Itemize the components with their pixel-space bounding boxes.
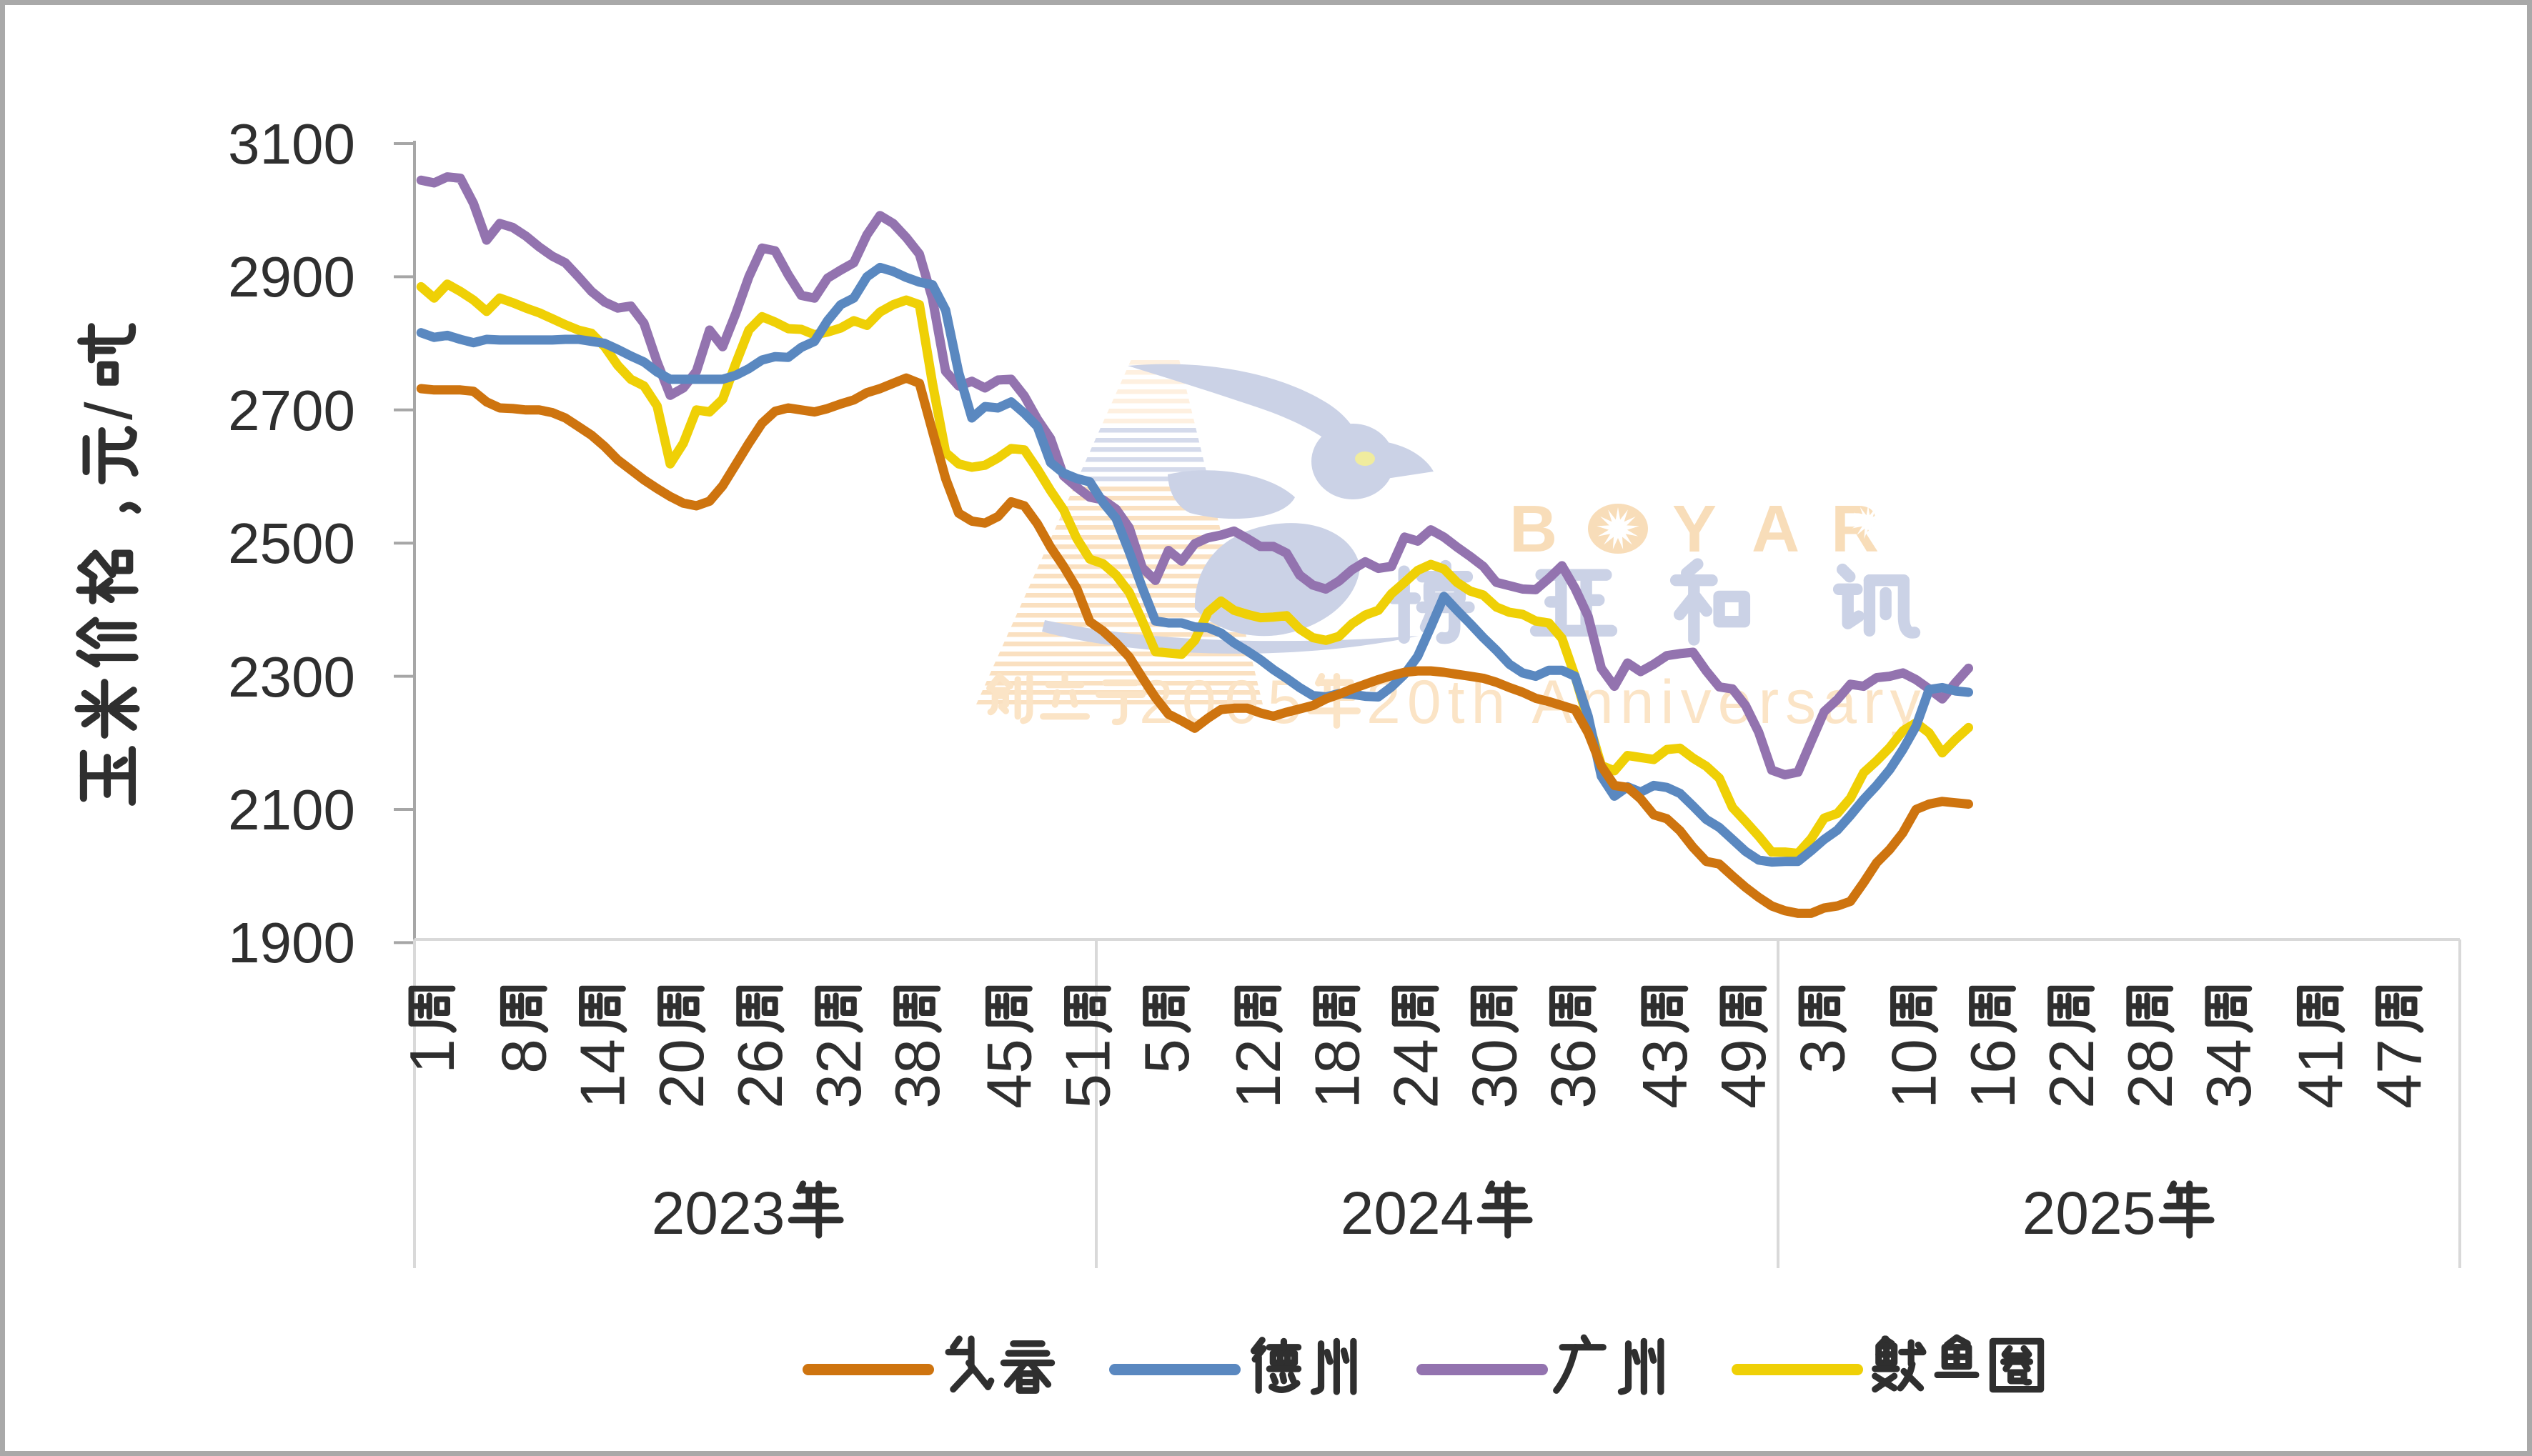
svg-text:20th Anniversary: 20th Anniversary — [1366, 668, 1927, 737]
svg-text:18: 18 — [1301, 1039, 1372, 1109]
svg-text:8: 8 — [489, 1039, 560, 1074]
svg-text:43: 43 — [1629, 1039, 1700, 1109]
svg-text:30: 30 — [1459, 1039, 1530, 1109]
svg-text:22: 22 — [2036, 1039, 2107, 1109]
svg-text:16: 16 — [1957, 1039, 2028, 1109]
svg-text:20: 20 — [646, 1039, 717, 1109]
svg-text:26: 26 — [725, 1039, 795, 1109]
svg-text:51: 51 — [1053, 1039, 1123, 1109]
svg-text:34: 34 — [2193, 1039, 2264, 1109]
svg-text:3: 3 — [1787, 1039, 1857, 1074]
svg-text:2024: 2024 — [1341, 1180, 1474, 1247]
svg-text:3100: 3100 — [228, 112, 355, 176]
svg-text:28: 28 — [2115, 1039, 2185, 1109]
svg-text:1: 1 — [397, 1039, 467, 1074]
svg-text:10: 10 — [1879, 1039, 1950, 1109]
svg-text:/: / — [73, 402, 146, 420]
svg-text:2100: 2100 — [228, 778, 355, 842]
svg-text:2023: 2023 — [652, 1180, 785, 1247]
svg-text:Y: Y — [1672, 492, 1717, 566]
svg-text:45: 45 — [974, 1039, 1045, 1109]
svg-text:14: 14 — [567, 1039, 638, 1109]
svg-text:12: 12 — [1223, 1039, 1294, 1109]
svg-text:2025: 2025 — [2022, 1180, 2156, 1247]
svg-text:38: 38 — [882, 1039, 953, 1109]
svg-text:49: 49 — [1708, 1039, 1779, 1109]
svg-text:41: 41 — [2285, 1039, 2356, 1109]
svg-text:B: B — [1509, 492, 1574, 566]
svg-text:2500: 2500 — [228, 512, 355, 575]
svg-text:47: 47 — [2364, 1039, 2435, 1109]
svg-text:2300: 2300 — [228, 645, 355, 709]
svg-text:2900: 2900 — [228, 245, 355, 309]
svg-text:2700: 2700 — [228, 379, 355, 442]
svg-text:2005: 2005 — [1139, 668, 1310, 737]
svg-text:32: 32 — [803, 1039, 874, 1109]
svg-text:24: 24 — [1380, 1039, 1451, 1109]
svg-text:5: 5 — [1131, 1039, 1202, 1074]
svg-text:1900: 1900 — [228, 911, 355, 974]
svg-text:36: 36 — [1538, 1039, 1609, 1109]
svg-text:A: A — [1752, 492, 1799, 566]
